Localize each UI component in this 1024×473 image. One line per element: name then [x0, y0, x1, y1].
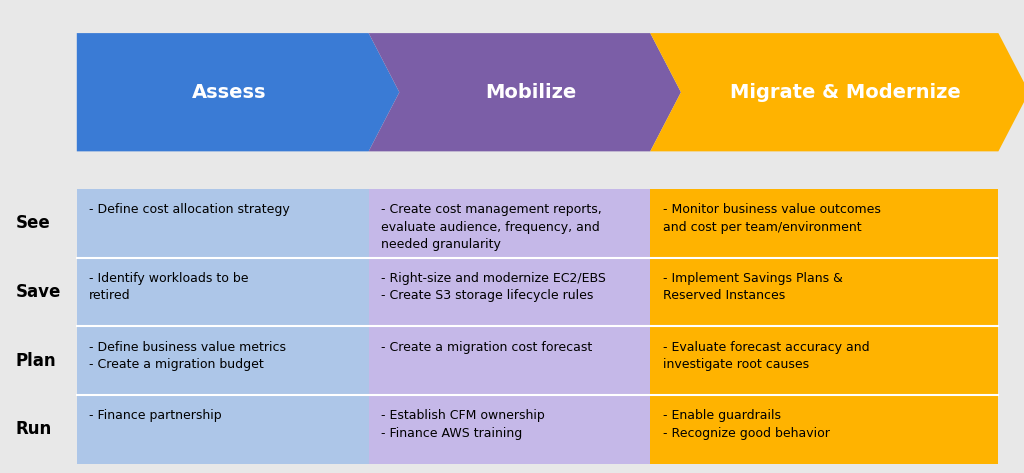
Bar	[77, 189, 369, 464]
Text: Save: Save	[15, 283, 60, 301]
Text: See: See	[15, 214, 50, 233]
Bar	[369, 189, 650, 464]
Polygon shape	[77, 33, 399, 151]
Text: - Implement Savings Plans &
Reserved Instances: - Implement Savings Plans & Reserved Ins…	[663, 272, 843, 302]
Bar	[650, 189, 998, 464]
Polygon shape	[650, 33, 1024, 151]
Text: - Create a migration cost forecast: - Create a migration cost forecast	[381, 341, 592, 353]
Text: - Define business value metrics
- Create a migration budget: - Define business value metrics - Create…	[89, 341, 286, 371]
Text: Assess: Assess	[191, 83, 266, 102]
Text: - Identify workloads to be
retired: - Identify workloads to be retired	[89, 272, 249, 302]
Polygon shape	[369, 33, 681, 151]
Text: - Create cost management reports,
evaluate audience, frequency, and
needed granu: - Create cost management reports, evalua…	[381, 203, 602, 251]
Text: - Right-size and modernize EC2/EBS
- Create S3 storage lifecycle rules: - Right-size and modernize EC2/EBS - Cre…	[381, 272, 606, 302]
Text: - Establish CFM ownership
- Finance AWS training: - Establish CFM ownership - Finance AWS …	[381, 409, 545, 439]
Text: Plan: Plan	[15, 351, 56, 370]
Text: - Evaluate forecast accuracy and
investigate root causes: - Evaluate forecast accuracy and investi…	[663, 341, 869, 371]
Text: Mobilize: Mobilize	[485, 83, 577, 102]
Text: - Finance partnership: - Finance partnership	[89, 409, 222, 422]
Text: - Define cost allocation strategy: - Define cost allocation strategy	[89, 203, 290, 216]
Text: Run: Run	[15, 420, 51, 438]
Text: Migrate & Modernize: Migrate & Modernize	[730, 83, 962, 102]
Text: - Enable guardrails
- Recognize good behavior: - Enable guardrails - Recognize good beh…	[663, 409, 829, 439]
Text: - Monitor business value outcomes
and cost per team/environment: - Monitor business value outcomes and co…	[663, 203, 881, 234]
